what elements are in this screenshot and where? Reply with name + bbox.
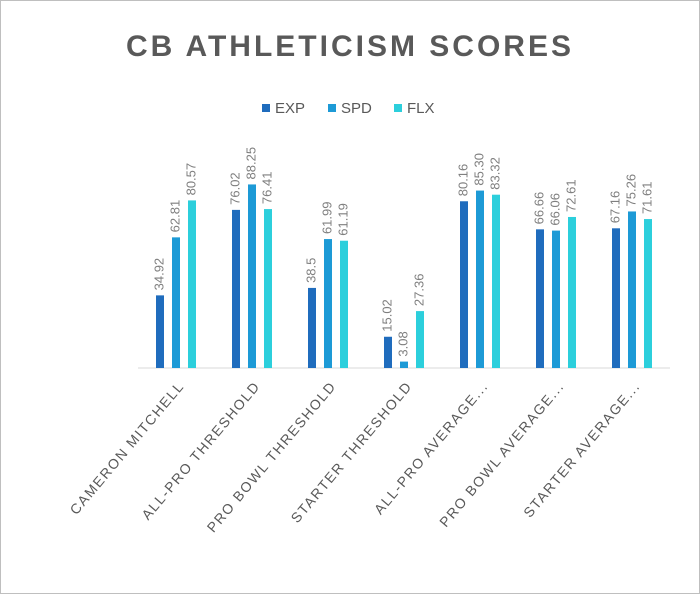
data-label: 61.19 [335, 203, 350, 236]
bar [172, 237, 180, 368]
bar [324, 239, 332, 368]
legend-swatch [394, 104, 402, 112]
legend-swatch [262, 104, 270, 112]
bar [232, 209, 240, 368]
legend-swatch [328, 104, 336, 112]
data-label: 67.16 [607, 191, 622, 224]
bar [384, 336, 392, 368]
legend-label: SPD [341, 100, 372, 117]
bar [460, 201, 468, 368]
data-label: 15.02 [379, 299, 394, 332]
data-label: 80.16 [455, 164, 470, 197]
bar [416, 311, 424, 368]
legend-label: EXP [275, 100, 305, 117]
data-label: 61.99 [319, 202, 334, 235]
bar [644, 219, 652, 368]
data-label: 27.36 [411, 274, 426, 307]
data-label: 34.92 [151, 258, 166, 291]
bar [628, 211, 636, 368]
data-label: 88.25 [243, 147, 258, 180]
bar [156, 295, 164, 368]
bar [536, 229, 544, 368]
data-label: 62.81 [167, 200, 182, 233]
chart-title: CB ATHLETICISM SCORES [126, 30, 574, 63]
data-label: 76.41 [259, 172, 274, 205]
bar [308, 287, 316, 368]
bar [400, 361, 408, 368]
bar [568, 216, 576, 368]
data-label: 75.26 [623, 174, 638, 207]
data-label: 66.06 [547, 193, 562, 226]
bar [340, 240, 348, 368]
data-label: 76.02 [227, 172, 242, 205]
data-label: 85.30 [471, 153, 486, 186]
data-label: 83.32 [487, 157, 502, 190]
bar [264, 209, 272, 368]
data-label: 71.61 [639, 182, 654, 215]
bar [612, 228, 620, 368]
data-label: 38.5 [303, 258, 318, 283]
data-label: 80.57 [183, 163, 198, 196]
data-label: 66.66 [531, 192, 546, 225]
data-label: 3.08 [395, 331, 410, 356]
bar [248, 184, 256, 368]
bar [552, 230, 560, 368]
bar [476, 190, 484, 368]
bar [188, 200, 196, 368]
legend-label: FLX [407, 100, 435, 117]
data-label: 72.61 [563, 179, 578, 212]
bar [492, 194, 500, 368]
